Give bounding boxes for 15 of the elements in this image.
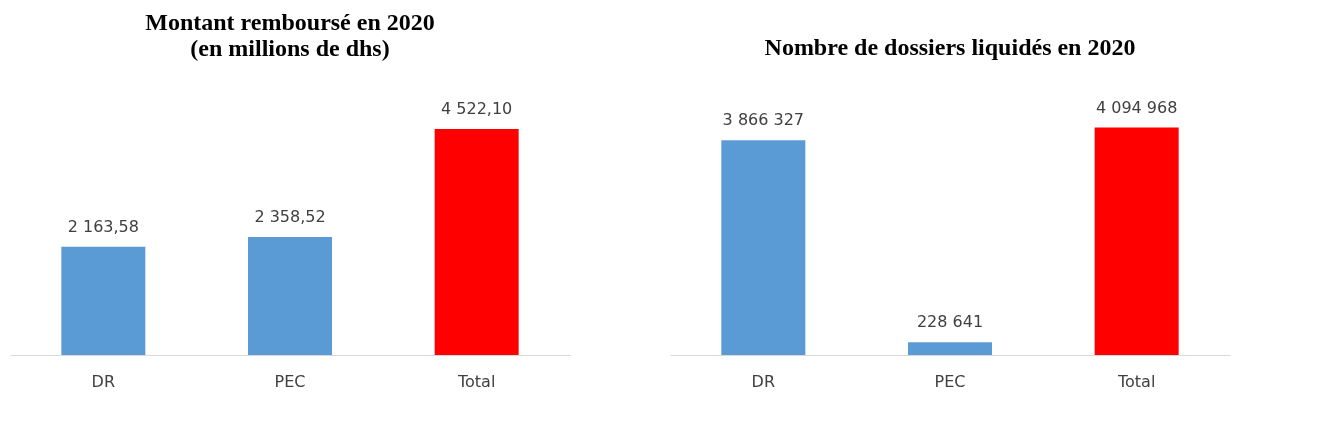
data-label: 228 641 bbox=[916, 312, 984, 332]
x-tick-label: DR bbox=[751, 371, 776, 391]
data-label: 2 163,58 bbox=[67, 216, 139, 236]
x-tick-label: PEC bbox=[274, 371, 306, 391]
x-tick-label: Total bbox=[1116, 371, 1156, 391]
data-label: 4 094 968 bbox=[1095, 97, 1178, 117]
data-label: 3 866 327 bbox=[722, 110, 805, 130]
data-label: 2 358,52 bbox=[254, 207, 326, 227]
data-label: 4 522,10 bbox=[441, 98, 513, 118]
x-tick-label: Total bbox=[456, 371, 496, 391]
text: (en millions de dhs) bbox=[190, 34, 390, 61]
x-tick-label: PEC bbox=[934, 371, 966, 391]
text: Nombre de dossiers liquidés en 2020 bbox=[764, 33, 1136, 60]
x-tick-label: DR bbox=[91, 371, 116, 391]
text: Montant remboursé en 2020 bbox=[145, 8, 435, 35]
